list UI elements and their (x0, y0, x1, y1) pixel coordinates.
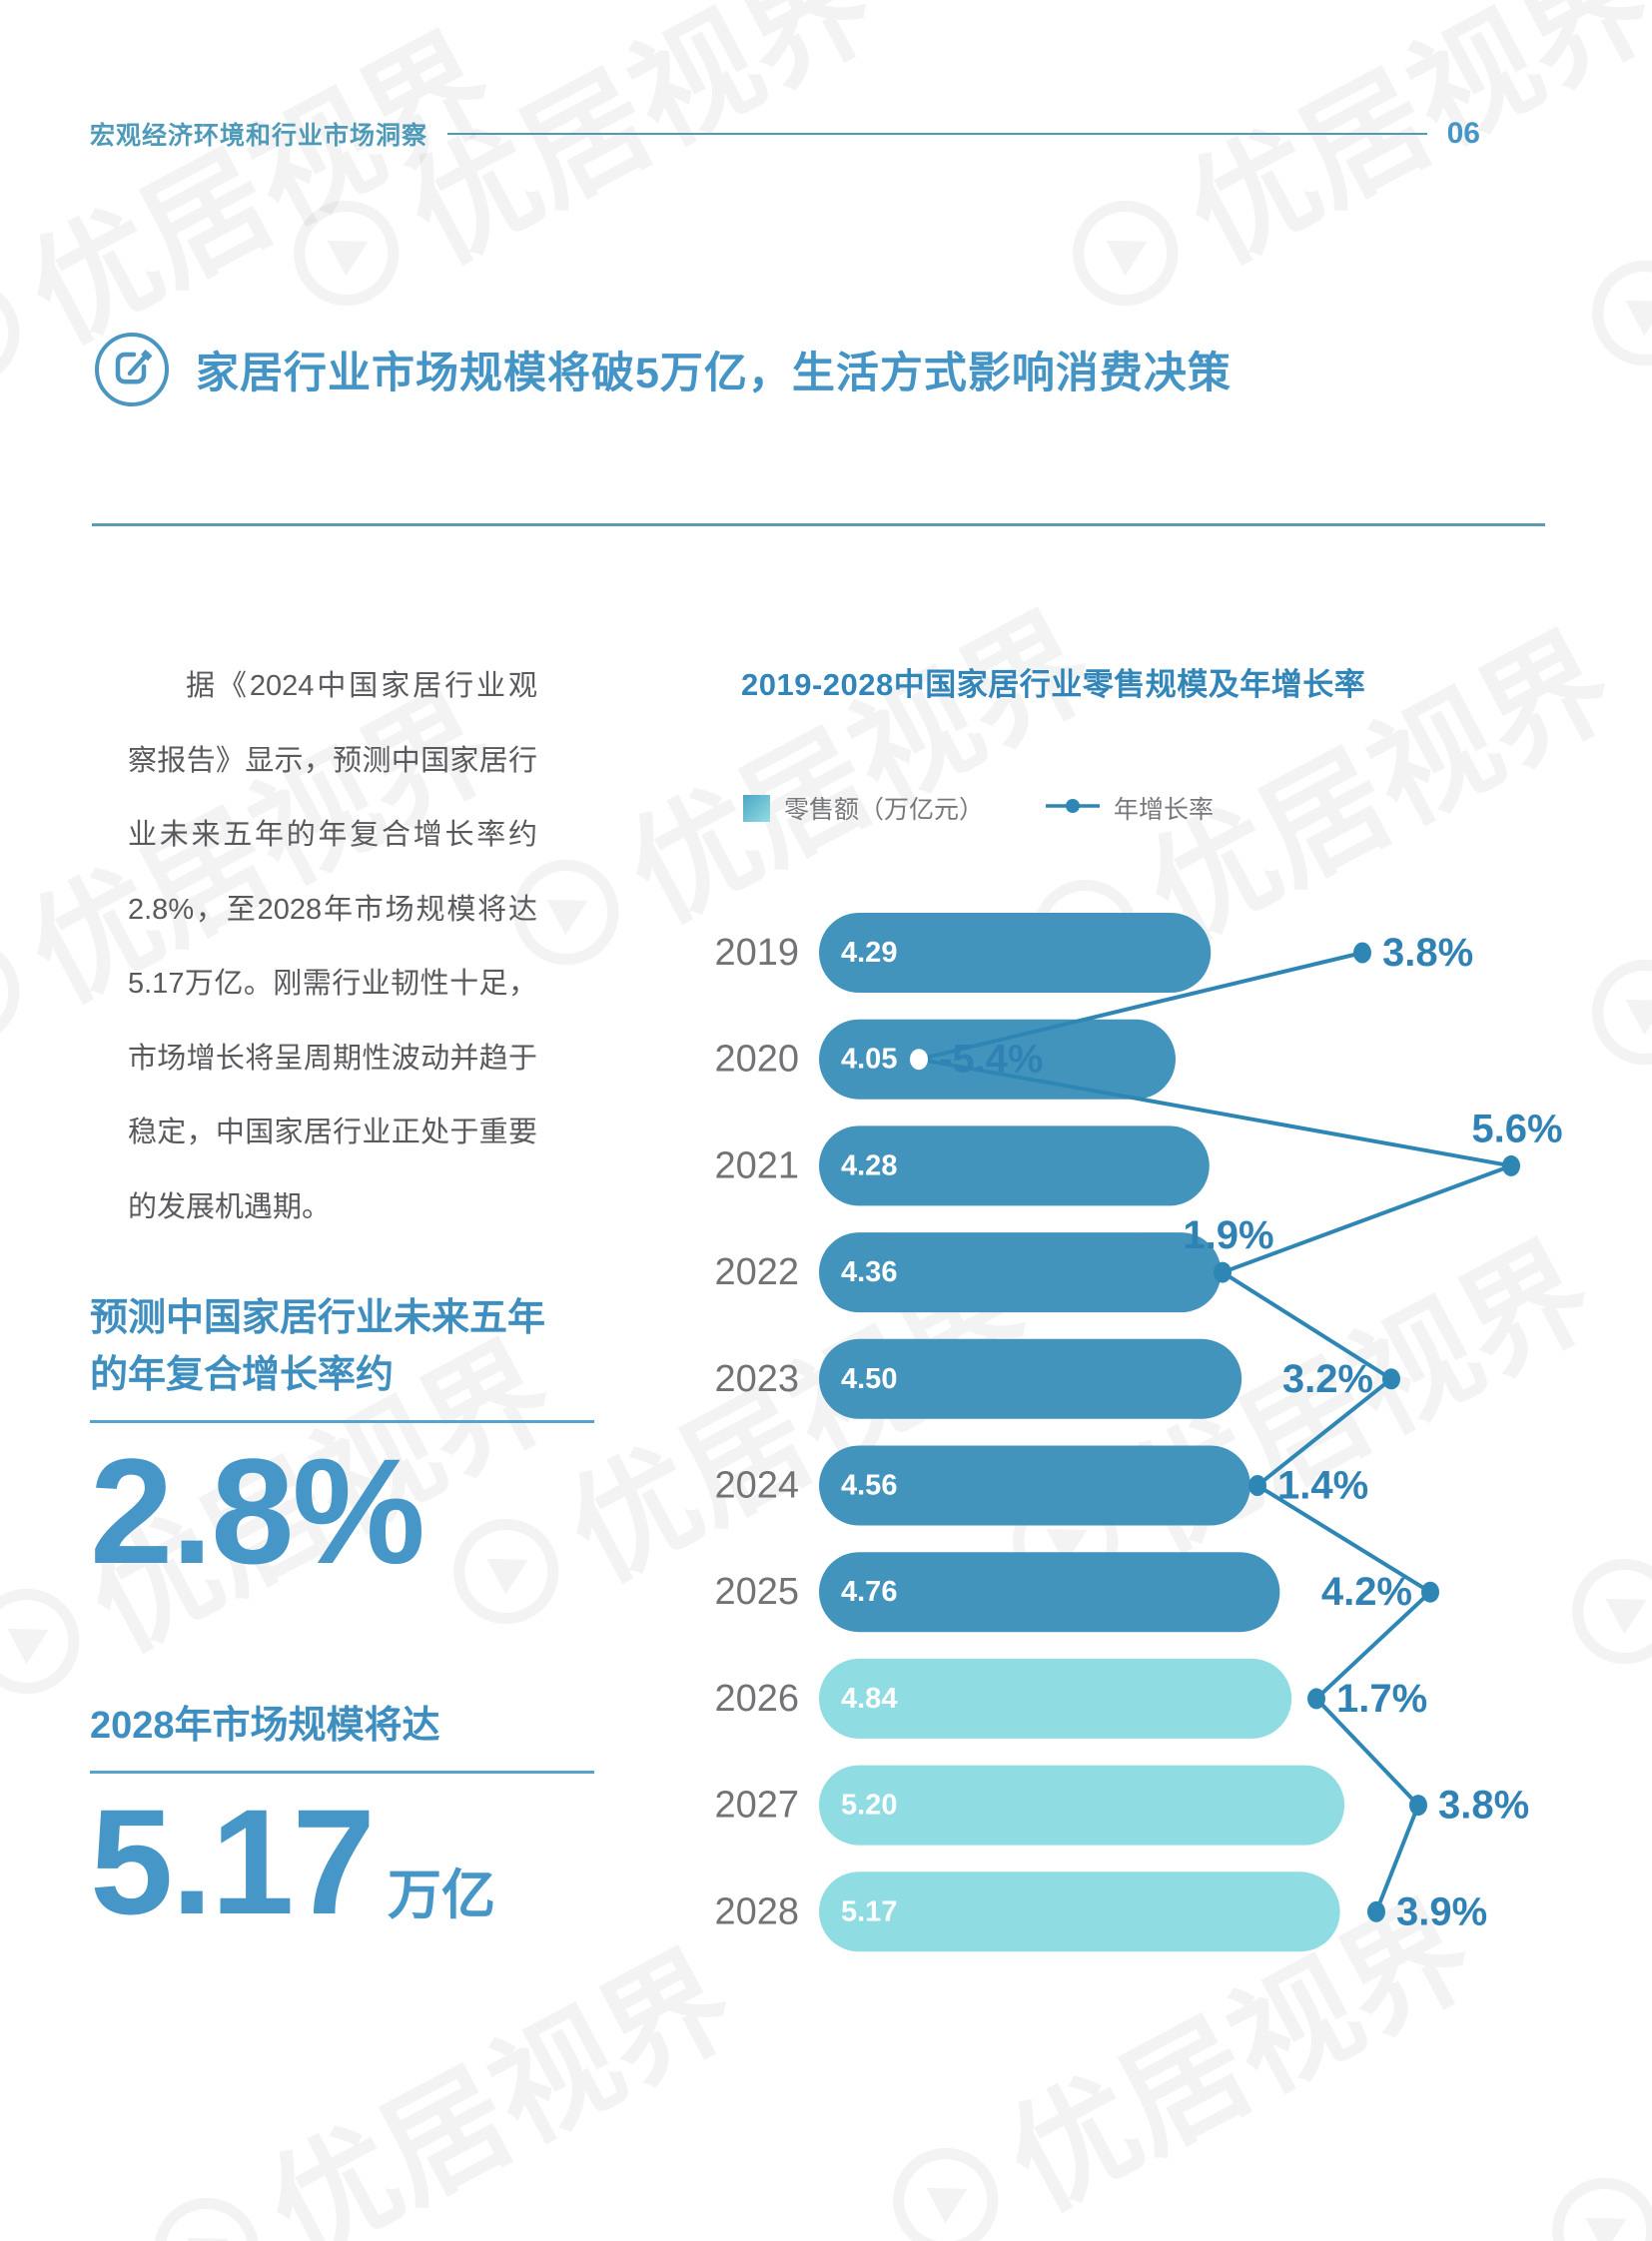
growth-dot (1367, 1900, 1385, 1922)
bar-value-label: 4.28 (841, 1149, 897, 1181)
chart-row-2024: 2024 4.56 (714, 1445, 1250, 1526)
stat-label: 2028年市场规模将达 (90, 1705, 440, 1747)
bar-value-label: 4.84 (841, 1683, 897, 1715)
bar-value-label: 5.20 (841, 1790, 897, 1822)
stat-block-cagr: 预测中国家居行业未来五年的年复合增长率约 2.8% (90, 1290, 594, 1590)
retail-bar (819, 1765, 1345, 1846)
chart-row-2026: 2026 4.84 (714, 1658, 1292, 1739)
chart-row-2022: 2022 4.36 (714, 1232, 1222, 1313)
growth-dot (1307, 1688, 1325, 1710)
year-label: 2026 (714, 1678, 799, 1720)
stat-unit: 万亿 (387, 1865, 495, 1925)
page-number: 06 (1446, 117, 1480, 150)
edit-icon (92, 330, 172, 409)
page-title: 家居行业市场规模将破5万亿，生活方式影响消费决策 (196, 350, 1232, 397)
growth-dot (1502, 1154, 1520, 1176)
bar-value-label: 4.29 (841, 937, 897, 969)
growth-value-label: -5.4% (939, 1038, 1044, 1082)
growth-dot (1248, 1475, 1266, 1496)
stat-block-scale: 2028年市场规模将达 5.17 万亿 (90, 1698, 594, 1940)
watermark: 优居视界 (1034, 0, 1652, 359)
bar-value-label: 4.50 (841, 1363, 897, 1395)
stat-value: 5.17 (90, 1777, 376, 1945)
section-title: 宏观经济环境和行业市场洞察 (90, 122, 428, 150)
legend-bar-swatch (743, 794, 770, 822)
intro-paragraph: 据《2024中国家居行业观察报告》显示，预测中国家居行业未来五年的年复合增长率约… (128, 670, 537, 1223)
watermark: 优居视界 (1553, 0, 1652, 418)
chart-row-2027: 2027 5.20 (714, 1765, 1345, 1846)
chart-legend: 零售额（万亿元） 年增长率 (699, 790, 1652, 826)
watermark: 优居视界 (255, 0, 899, 359)
growth-value-label: 1.9% (1183, 1213, 1273, 1257)
retail-chart: 2019-2028中国家居行业零售规模及年增长率 零售额（万亿元） 年增长率 2… (699, 659, 1652, 1971)
chart-row-2019: 2019 4.29 (714, 913, 1212, 993)
retail-bar (819, 1552, 1280, 1633)
growth-value-label: 3.2% (1282, 1357, 1373, 1401)
growth-dot (1382, 1368, 1400, 1390)
stat-underline (90, 1771, 594, 1774)
legend-label: 零售额（万亿元） (784, 796, 985, 824)
year-label: 2020 (714, 1039, 799, 1081)
growth-value-label: 1.4% (1277, 1464, 1368, 1508)
year-label: 2019 (714, 932, 799, 974)
retail-bar (819, 913, 1212, 993)
chart-title: 2019-2028中国家居行业零售规模及年增长率 (741, 667, 1366, 702)
growth-value-label: 5.6% (1471, 1107, 1562, 1150)
retail-bar (819, 1232, 1222, 1313)
bar-value-label: 5.17 (841, 1895, 897, 1927)
chart-row-2020: 2020 4.05 (714, 1019, 1176, 1100)
growth-line (918, 951, 1519, 1913)
growth-dot (1421, 1581, 1439, 1603)
year-label: 2022 (714, 1251, 799, 1293)
header-rule (447, 132, 1427, 136)
chart-row-2023: 2023 4.50 (714, 1338, 1242, 1419)
title-block: 家居行业市场规模将破5万亿，生活方式影响消费决策 (92, 330, 1232, 409)
bar-value-label: 4.76 (841, 1576, 897, 1608)
chart-row-2025: 2025 4.76 (714, 1552, 1280, 1633)
year-label: 2025 (714, 1571, 799, 1613)
retail-bar (819, 1871, 1340, 1952)
legend-item-growth: 年增长率 (1046, 790, 1214, 826)
year-label: 2027 (714, 1785, 799, 1827)
growth-dot (1409, 1795, 1427, 1817)
page-header: 宏观经济环境和行业市场洞察 06 (90, 116, 1480, 152)
growth-value-label: 3.8% (1382, 931, 1473, 975)
year-label: 2024 (714, 1465, 799, 1507)
stat-label: 预测中国家居行业未来五年的年复合增长率约 (90, 1297, 546, 1396)
retail-bar (819, 1019, 1176, 1100)
growth-value-label: 3.9% (1396, 1889, 1487, 1933)
watermark: 优居视界 (115, 1899, 759, 2241)
legend-label: 年增长率 (1114, 796, 1215, 824)
bar-value-label: 4.36 (841, 1256, 897, 1288)
retail-bar (819, 1445, 1250, 1526)
retail-bar (819, 1125, 1210, 1206)
stat-value: 2.8% (90, 1426, 425, 1595)
bar-value-label: 4.56 (841, 1470, 897, 1502)
bar-value-label: 4.05 (841, 1044, 897, 1076)
retail-bar (819, 1338, 1242, 1419)
chart-plot: 2019 4.29 2020 4.05 2021 4.28 2022 4.36 2023 4.50… (714, 913, 1563, 1952)
legend-line-marker (1046, 797, 1101, 820)
growth-dot (910, 1049, 928, 1071)
growth-value-label: 3.8% (1438, 1784, 1529, 1828)
growth-value-label: 1.7% (1336, 1677, 1427, 1721)
year-label: 2023 (714, 1358, 799, 1400)
chart-row-2021: 2021 4.28 (714, 1125, 1210, 1206)
stat-underline (90, 1420, 594, 1423)
year-label: 2021 (714, 1144, 799, 1186)
growth-dot (1353, 942, 1371, 964)
growth-value-label: 4.2% (1321, 1570, 1412, 1614)
chart-row-2028: 2028 5.17 (714, 1871, 1340, 1952)
growth-dot (1214, 1261, 1232, 1283)
retail-bar (819, 1658, 1292, 1739)
title-divider (92, 523, 1545, 526)
year-label: 2028 (714, 1890, 799, 1932)
legend-item-retail: 零售额（万亿元） (743, 790, 984, 826)
